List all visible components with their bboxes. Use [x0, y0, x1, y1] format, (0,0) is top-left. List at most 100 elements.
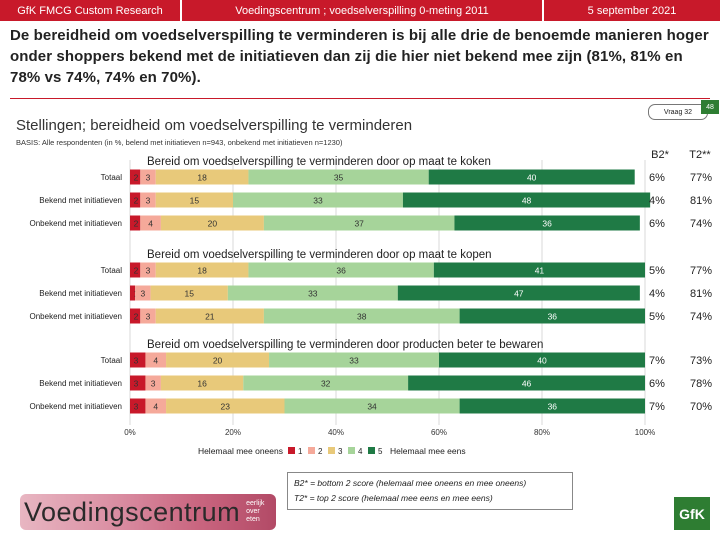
x-tick-label: 0% — [124, 428, 136, 437]
bar-segment-3 — [155, 192, 233, 208]
bar-value-label: 37 — [354, 219, 364, 229]
chart-basis: BASIS: Alle respondenten (in %, belend m… — [16, 138, 343, 147]
bar-value-label: 15 — [184, 289, 194, 299]
logo-tagline-3: eten — [246, 516, 260, 523]
bar-segment-5 — [408, 375, 645, 391]
row-label: Onbekend met initiatieven — [30, 312, 123, 321]
t2-header: T2** — [689, 149, 711, 161]
bar-segment-4 — [243, 375, 409, 391]
bar-segment-3 — [150, 285, 228, 301]
bar-segment-2 — [135, 285, 151, 301]
legend-item-label: 4 — [358, 447, 363, 456]
header-date: 5 september 2021 — [544, 0, 720, 21]
bar-value-label: 48 — [522, 196, 532, 206]
bar-segment-3 — [166, 398, 285, 414]
group-title: Bereid om voedselverspilling te verminde… — [147, 249, 492, 261]
t2-score: 78% — [690, 378, 712, 390]
legend-swatch-2 — [308, 447, 315, 454]
bar-value-label: 20 — [213, 356, 223, 366]
bar-value-label: 33 — [313, 196, 323, 206]
bar-segment-4 — [248, 262, 434, 278]
x-tick-label: 40% — [328, 428, 344, 437]
stacked-bar-chart: 0% 20% 40% 60% 80% 100% B2* T2** Bereid om voeds… — [30, 149, 713, 456]
t2-score: 81% — [690, 288, 712, 300]
b2-score: 7% — [649, 355, 665, 367]
bar-value-label: 36 — [548, 402, 558, 412]
chart-subtitle: Stellingen; bereidheid om voedselverspil… — [16, 117, 413, 134]
row-label: Totaal — [101, 173, 123, 182]
bar-value-label: 36 — [336, 266, 346, 276]
bar-segment-2 — [140, 262, 156, 278]
bar-value-label: 2 — [134, 312, 139, 322]
note-t2: T2* = top 2 score (helemaal mee eens en … — [294, 493, 493, 503]
bar-segment-2 — [140, 215, 161, 231]
bar-segment-1 — [130, 398, 146, 414]
row-label: Bekend met initiatieven — [39, 289, 122, 298]
bar-segment-5 — [402, 192, 651, 208]
legend-left-label: Helemaal mee oneens — [198, 446, 283, 456]
b2-score: 5% — [649, 265, 665, 277]
bar-segment-5 — [439, 352, 645, 368]
question-label: Vraag 32 — [648, 104, 708, 120]
bar-value-label: 21 — [205, 312, 215, 322]
legend-item-label: 2 — [318, 447, 323, 456]
voedingscentrum-logo: Voedingscentrum eerlijk over eten — [20, 494, 276, 530]
bar-value-label: 36 — [548, 312, 558, 322]
bar-value-label: 3 — [134, 356, 139, 366]
b2-header: B2* — [651, 149, 669, 161]
bar-segment-1 — [130, 215, 141, 231]
bar-value-label: 3 — [134, 379, 139, 389]
bar-segment-1 — [130, 375, 146, 391]
bar-segment-3 — [160, 215, 264, 231]
bar-segment-1 — [130, 285, 136, 301]
legend-swatch-1 — [288, 447, 295, 454]
bar-value-label: 3 — [151, 379, 156, 389]
bar-segment-4 — [284, 398, 460, 414]
bar-segment-2 — [140, 169, 156, 185]
b2-score: 7% — [649, 401, 665, 413]
bar-value-label: 46 — [522, 379, 532, 389]
bar-value-label: 18 — [197, 173, 207, 183]
row-label: Onbekend met initiatieven — [30, 219, 123, 228]
t2-score: 81% — [690, 195, 712, 207]
bar-value-label: 3 — [146, 173, 151, 183]
bar-segment-2 — [145, 398, 167, 414]
bar-segment-5 — [459, 308, 645, 324]
bar-value-label: 33 — [349, 356, 359, 366]
logo-tagline-2: over — [246, 508, 260, 515]
bar-segment-4 — [263, 308, 460, 324]
bar-value-label: 33 — [308, 289, 318, 299]
bar-value-label: 2 — [134, 219, 139, 229]
legend-swatch-3 — [328, 447, 335, 454]
bar-value-label: 38 — [357, 312, 367, 322]
bar-segment-5 — [459, 398, 645, 414]
bar-value-label: 23 — [221, 402, 231, 412]
bar-value-label: 16 — [197, 379, 207, 389]
bar-segment-3 — [155, 308, 264, 324]
bar-segment-4 — [227, 285, 398, 301]
bar-segment-3 — [166, 352, 270, 368]
legend-right-label: Helemaal mee eens — [390, 446, 466, 456]
bar-segment-5 — [433, 262, 645, 278]
bar-value-label: 3 — [146, 196, 151, 206]
bar-segment-1 — [130, 262, 141, 278]
x-tick-label: 60% — [431, 428, 447, 437]
row-label: Onbekend met initiatieven — [30, 402, 123, 411]
t2-score: 77% — [690, 172, 712, 184]
row-label: Totaal — [101, 356, 123, 365]
bar-segment-2 — [145, 352, 167, 368]
b2-score: 5% — [649, 311, 665, 323]
bar-segment-1 — [130, 308, 141, 324]
bar-segment-4 — [248, 169, 429, 185]
legend-item-label: 1 — [298, 447, 303, 456]
bar-segment-2 — [140, 192, 156, 208]
b2-score: 6% — [649, 378, 665, 390]
t2-score: 77% — [690, 265, 712, 277]
page-number: 48 — [701, 100, 719, 114]
bar-segment-4 — [233, 192, 403, 208]
bar-value-label: 3 — [141, 289, 146, 299]
legend-swatch-4 — [348, 447, 355, 454]
bar-value-label: 41 — [535, 266, 545, 276]
group-title: Bereid om voedselverspilling te verminde… — [147, 156, 491, 168]
bar-segment-4 — [269, 352, 439, 368]
